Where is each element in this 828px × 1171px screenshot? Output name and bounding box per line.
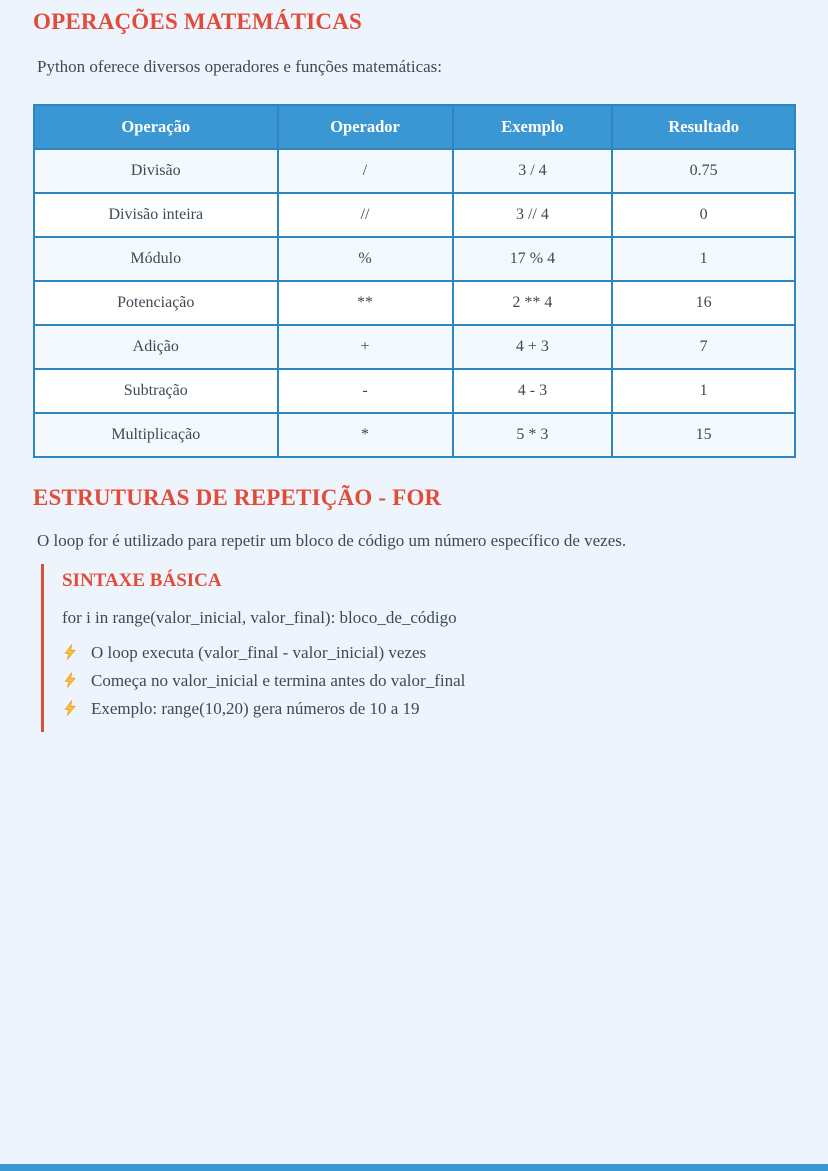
column-header-operador: Operador bbox=[276, 104, 454, 150]
document-page: OPERAÇÕES MATEMÁTICAS Python oferece div… bbox=[33, 9, 796, 732]
table-cell: 15 bbox=[611, 412, 796, 458]
table-row: Módulo % 17 % 4 1 bbox=[33, 236, 796, 282]
table-cell: 17 % 4 bbox=[451, 236, 614, 282]
table-cell: 3 // 4 bbox=[451, 192, 614, 238]
table-cell: 5 * 3 bbox=[451, 412, 614, 458]
table-cell: Divisão bbox=[33, 148, 279, 194]
table-row: Multiplicação * 5 * 3 15 bbox=[33, 412, 796, 458]
list-item: O loop executa (valor_final - valor_inic… bbox=[62, 642, 796, 663]
lightning-bolt-icon bbox=[64, 672, 76, 688]
table-row: Divisão / 3 / 4 0.75 bbox=[33, 148, 796, 194]
table-cell: Adição bbox=[33, 324, 279, 370]
list-item: Exemplo: range(10,20) gera números de 10… bbox=[62, 698, 796, 719]
table-cell: 1 bbox=[611, 368, 796, 414]
table-cell: 0 bbox=[611, 192, 796, 238]
table-cell: 4 - 3 bbox=[451, 368, 614, 414]
table-cell: 4 + 3 bbox=[451, 324, 614, 370]
table-row: Subtração - 4 - 3 1 bbox=[33, 368, 796, 414]
column-header-operacao: Operação bbox=[33, 104, 279, 150]
table-cell: % bbox=[276, 236, 454, 282]
for-section-title: ESTRUTURAS DE REPETIÇÃO - FOR bbox=[33, 485, 442, 510]
page-footer-bar bbox=[0, 1164, 828, 1171]
table-cell: Potenciação bbox=[33, 280, 279, 326]
lightning-bolt-icon bbox=[64, 700, 76, 716]
list-item-text: O loop executa (valor_final - valor_inic… bbox=[91, 643, 427, 662]
table-row: Potenciação ** 2 ** 4 16 bbox=[33, 280, 796, 326]
for-section-intro: O loop for é utilizado para repetir um b… bbox=[37, 531, 627, 550]
syntax-bullet-list: O loop executa (valor_final - valor_inic… bbox=[62, 642, 796, 719]
table-cell: // bbox=[276, 192, 454, 238]
syntax-box-title: SINTAXE BÁSICA bbox=[62, 570, 222, 591]
table-cell: 3 / 4 bbox=[451, 148, 614, 194]
table-cell: - bbox=[276, 368, 454, 414]
table-header-row: Operação Operador Exemplo Resultado bbox=[33, 104, 796, 150]
math-section-title: OPERAÇÕES MATEMÁTICAS bbox=[33, 9, 362, 34]
table-cell: 2 ** 4 bbox=[451, 280, 614, 326]
table-cell: / bbox=[276, 148, 454, 194]
table-cell: 7 bbox=[611, 324, 796, 370]
lightning-bolt-icon bbox=[64, 644, 76, 660]
math-section-intro: Python oferece diversos operadores e fun… bbox=[37, 57, 443, 76]
for-syntax-code: for i in range(valor_inicial, valor_fina… bbox=[62, 608, 457, 627]
list-item: Começa no valor_inicial e termina antes … bbox=[62, 670, 796, 691]
list-item-text: Começa no valor_inicial e termina antes … bbox=[91, 671, 466, 690]
table-cell: ** bbox=[276, 280, 454, 326]
table-cell: Divisão inteira bbox=[33, 192, 279, 238]
table-cell: Módulo bbox=[33, 236, 279, 282]
table-cell: 0.75 bbox=[611, 148, 796, 194]
table-cell: * bbox=[276, 412, 454, 458]
math-operators-table: Operação Operador Exemplo Resultado Divi… bbox=[33, 104, 796, 458]
table-cell: + bbox=[276, 324, 454, 370]
column-header-exemplo: Exemplo bbox=[451, 104, 614, 150]
table-cell: 1 bbox=[611, 236, 796, 282]
syntax-callout-box: SINTAXE BÁSICA for i in range(valor_inic… bbox=[41, 564, 796, 732]
table-cell: Multiplicação bbox=[33, 412, 279, 458]
table-cell: 16 bbox=[611, 280, 796, 326]
table-row: Adição + 4 + 3 7 bbox=[33, 324, 796, 370]
table-cell: Subtração bbox=[33, 368, 279, 414]
list-item-text: Exemplo: range(10,20) gera números de 10… bbox=[91, 699, 420, 718]
column-header-resultado: Resultado bbox=[611, 104, 796, 150]
table-row: Divisão inteira // 3 // 4 0 bbox=[33, 192, 796, 238]
